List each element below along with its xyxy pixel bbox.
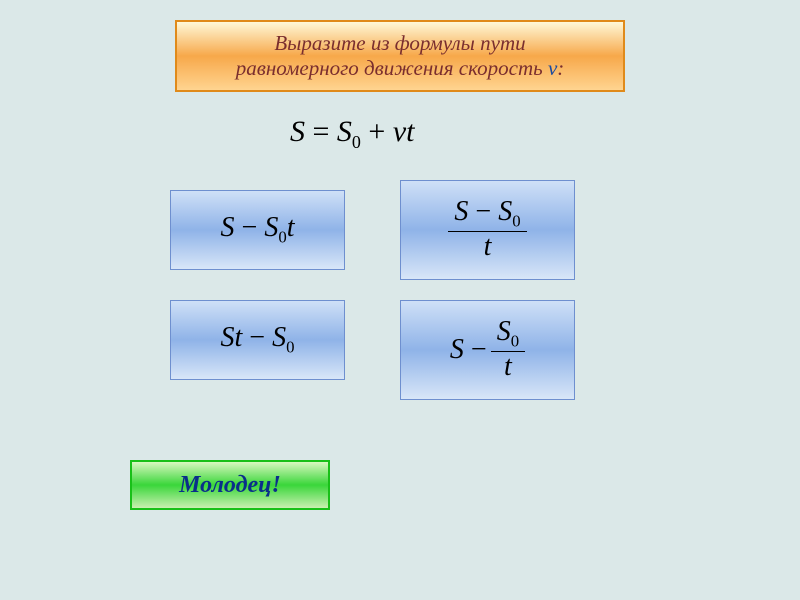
header-line2-suffix: : xyxy=(557,56,564,80)
slide-background: Выразите из формулы пути равномерного дв… xyxy=(0,0,800,600)
header-line-1: Выразите из формулы пути xyxy=(177,31,623,56)
main-formula: S = S0 + vt xyxy=(290,115,510,153)
header-line-2: равномерного движения скорость v: xyxy=(177,56,623,81)
header-variable-v: v xyxy=(548,56,557,80)
answer-option-a[interactable]: S − S0t xyxy=(170,190,345,270)
question-header: Выразите из формулы пути равномерного дв… xyxy=(175,20,625,92)
answer-option-b[interactable]: S − S0 t xyxy=(400,180,575,280)
answer-option-d[interactable]: S − S0 t xyxy=(400,300,575,400)
feedback-text: Молодец! xyxy=(179,472,281,499)
header-line2-prefix: равномерного движения скорость xyxy=(236,56,548,80)
answer-option-c[interactable]: St − S0 xyxy=(170,300,345,380)
feedback-correct: Молодец! xyxy=(130,460,330,510)
